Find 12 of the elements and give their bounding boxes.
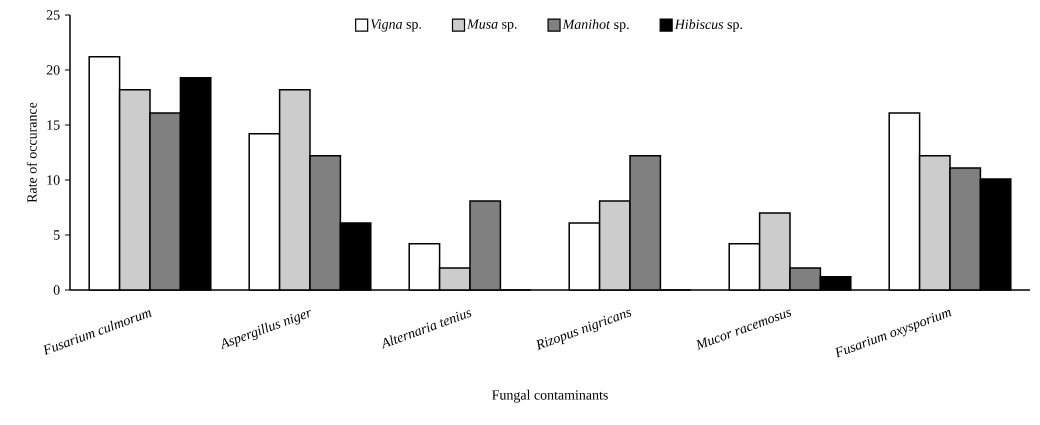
legend-label: Manihot sp.: [562, 19, 629, 32]
y-tick-label: 15: [47, 120, 60, 130]
y-tick-label: 10: [47, 175, 60, 185]
legend-label: Vigna sp.: [370, 19, 421, 32]
legend-label: Hibiscus sp.: [674, 19, 743, 32]
y-tick-label: 5: [53, 230, 60, 240]
y-axis-title: Rate of occurance: [26, 102, 37, 203]
y-tick-label: 25: [46, 10, 60, 20]
y-tick-label: 20: [46, 65, 60, 75]
y-tick-label: 0: [53, 285, 60, 295]
legend-label: Musa sp.: [466, 19, 517, 32]
x-axis-title: Fungal contaminants: [492, 389, 608, 403]
